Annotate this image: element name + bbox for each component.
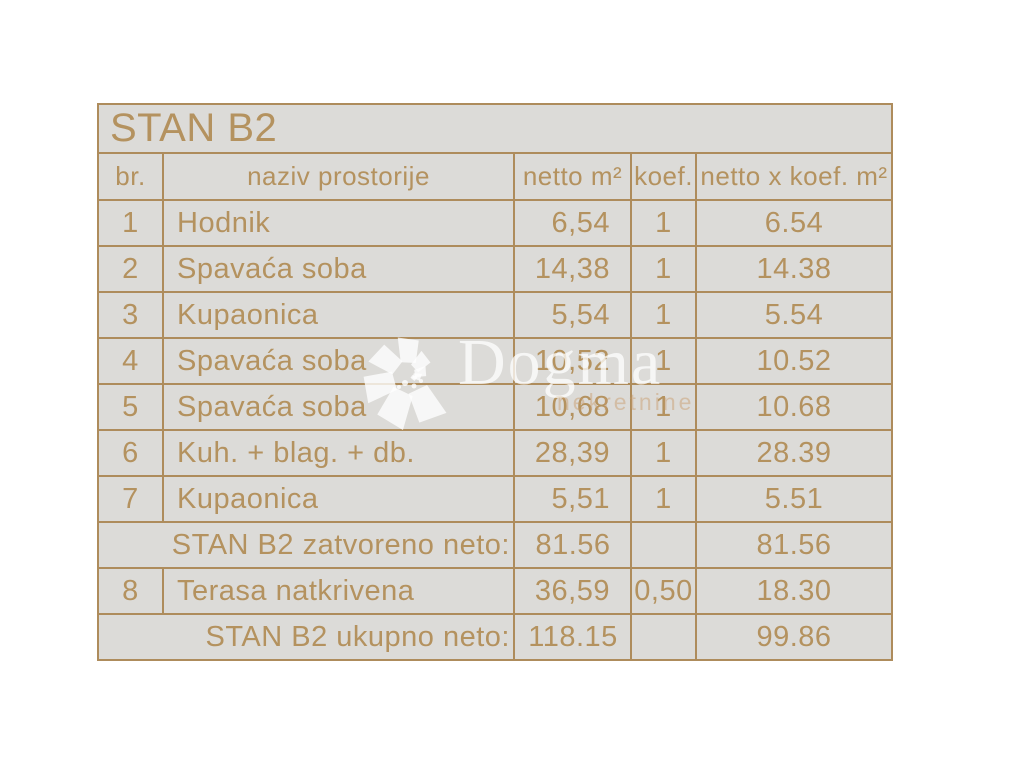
col-header-total: netto x koef. m² — [695, 152, 893, 201]
subtotal-label: STAN B2 zatvoreno neto: — [97, 521, 515, 569]
cell-koef: 1 — [630, 245, 697, 293]
cell-br: 1 — [97, 199, 164, 247]
subtotal-netto: 81.56 — [513, 521, 632, 569]
cell-br: 7 — [97, 475, 164, 523]
cell-netto: 14,38 — [513, 245, 632, 293]
table-row: 6 Kuh. + blag. + db. 28,39 1 28.39 — [97, 429, 893, 477]
cell-name: Kuh. + blag. + db. — [162, 429, 515, 477]
title-row: STAN B2 — [97, 103, 893, 154]
cell-koef: 1 — [630, 383, 697, 431]
cell-total: 5.51 — [695, 475, 893, 523]
grand-total-netto: 118.15 — [513, 613, 632, 661]
header-row: br. naziv prostorije netto m² koef. nett… — [97, 152, 893, 201]
col-header-netto: netto m² — [513, 152, 632, 201]
subtotal-total: 81.56 — [695, 521, 893, 569]
cell-br: 4 — [97, 337, 164, 385]
table-row: 5 Spavaća soba 10,68 1 10.68 — [97, 383, 893, 431]
table-row: 7 Kupaonica 5,51 1 5.51 — [97, 475, 893, 523]
col-header-name: naziv prostorije — [162, 152, 515, 201]
cell-total: 10.68 — [695, 383, 893, 431]
cell-netto: 5,54 — [513, 291, 632, 339]
area-table: STAN B2 br. naziv prostorije netto m² ko… — [97, 103, 893, 661]
table-row: 1 Hodnik 6,54 1 6.54 — [97, 199, 893, 247]
cell-total: 28.39 — [695, 429, 893, 477]
cell-br: 5 — [97, 383, 164, 431]
grand-total-total: 99.86 — [695, 613, 893, 661]
table-row: 8 Terasa natkrivena 36,59 0,50 18.30 — [97, 567, 893, 615]
grand-total-label: STAN B2 ukupno neto: — [97, 613, 515, 661]
cell-name: Kupaonica — [162, 291, 515, 339]
table-title: STAN B2 — [97, 103, 893, 154]
cell-netto: 28,39 — [513, 429, 632, 477]
cell-netto: 5,51 — [513, 475, 632, 523]
col-header-br: br. — [97, 152, 164, 201]
cell-netto: 10,68 — [513, 383, 632, 431]
cell-total: 6.54 — [695, 199, 893, 247]
subtotal-koef — [630, 521, 697, 569]
cell-netto: 6,54 — [513, 199, 632, 247]
grand-total-koef — [630, 613, 697, 661]
table-row: 4 Spavaća soba 10,52 1 10.52 — [97, 337, 893, 385]
subtotal-row: STAN B2 zatvoreno neto: 81.56 81.56 — [97, 521, 893, 569]
cell-total: 5.54 — [695, 291, 893, 339]
cell-name: Spavaća soba — [162, 337, 515, 385]
cell-br: 2 — [97, 245, 164, 293]
cell-netto: 10,52 — [513, 337, 632, 385]
table-row: 3 Kupaonica 5,54 1 5.54 — [97, 291, 893, 339]
cell-name: Terasa natkrivena — [162, 567, 515, 615]
cell-name: Spavaća soba — [162, 383, 515, 431]
cell-koef: 1 — [630, 337, 697, 385]
cell-name: Kupaonica — [162, 475, 515, 523]
cell-koef: 0,50 — [630, 567, 697, 615]
cell-total: 10.52 — [695, 337, 893, 385]
cell-br: 3 — [97, 291, 164, 339]
cell-koef: 1 — [630, 429, 697, 477]
cell-name: Spavaća soba — [162, 245, 515, 293]
cell-koef: 1 — [630, 291, 697, 339]
cell-koef: 1 — [630, 199, 697, 247]
cell-name: Hodnik — [162, 199, 515, 247]
cell-koef: 1 — [630, 475, 697, 523]
cell-br: 8 — [97, 567, 164, 615]
cell-br: 6 — [97, 429, 164, 477]
cell-netto: 36,59 — [513, 567, 632, 615]
col-header-koef: koef. — [630, 152, 697, 201]
grand-total-row: STAN B2 ukupno neto: 118.15 99.86 — [97, 613, 893, 661]
cell-total: 14.38 — [695, 245, 893, 293]
cell-total: 18.30 — [695, 567, 893, 615]
table-row: 2 Spavaća soba 14,38 1 14.38 — [97, 245, 893, 293]
